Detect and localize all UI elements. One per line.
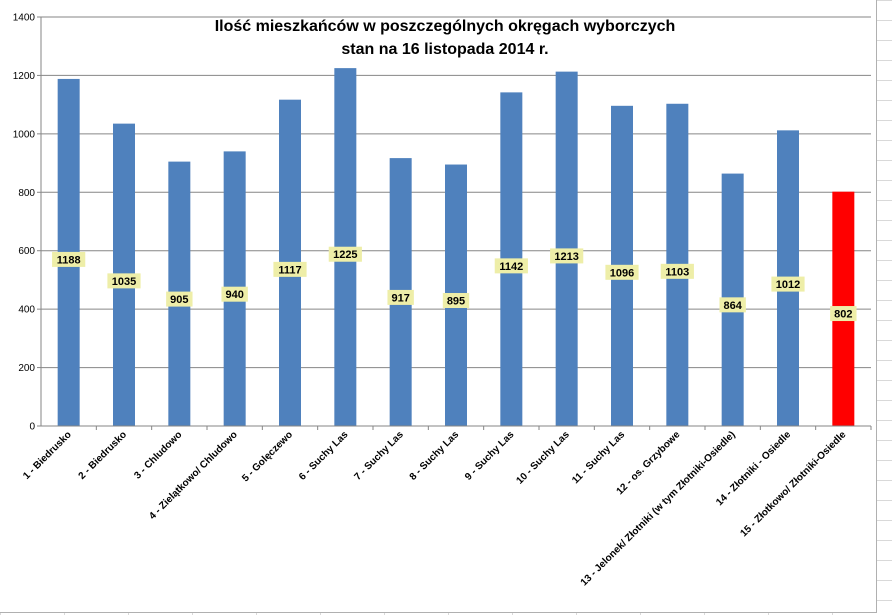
x-category-label: 9 - Suchy Las [463, 429, 517, 483]
data-label: 1188 [57, 254, 81, 266]
data-label: 1117 [278, 264, 301, 276]
data-label: 1096 [610, 267, 634, 279]
x-category-label: 11 - Suchy Las [570, 429, 627, 486]
data-label: 905 [170, 294, 188, 306]
data-label-box [605, 264, 639, 280]
x-category-label: 10 - Suchy Las [514, 429, 572, 487]
data-label-box [494, 258, 528, 274]
bars [57, 68, 855, 427]
data-label-box [830, 306, 857, 322]
data-label: 940 [225, 289, 243, 301]
bar-chart: 0 200 400 600 800 1000 1200 1400 1 - Biedrusko 2 … [13, 13, 872, 588]
data-label-box [273, 261, 307, 277]
data-label: 802 [834, 309, 852, 321]
x-category-label: 6 - Suchy Las [297, 429, 351, 483]
x-category-label: 3 - Chludowo [132, 429, 184, 481]
data-label-box [52, 251, 86, 267]
y-tick-label: 1000 [13, 129, 36, 140]
y-tick-label: 800 [18, 188, 35, 199]
x-category-label: 4 - Zielątkowo/ Chludowo [147, 429, 240, 522]
data-label-box [107, 273, 141, 289]
x-category-label: 5 - Golęczewo [240, 429, 295, 484]
data-label-box [442, 292, 470, 308]
data-label-box [221, 286, 248, 302]
data-label-box [771, 276, 805, 292]
x-category-label: 2 - Biedrusko [77, 429, 130, 482]
y-tick-label: 400 [18, 305, 35, 316]
x-category-label: 8 - Suchy Las [408, 429, 462, 483]
x-category-label: 15 - Złotkowo/ Złotniki-Osiedle [739, 429, 849, 539]
chart-subtitle: stan na 16 listopada 2014 r. [341, 41, 548, 58]
data-label: 917 [391, 292, 409, 304]
data-label: 1012 [776, 279, 800, 291]
y-tick-label: 0 [29, 422, 35, 433]
x-category-label: 1 - Biedrusko [21, 429, 74, 482]
data-label: 1103 [665, 266, 689, 278]
chart-title: Ilość mieszkańców w poszczególnych okręg… [215, 18, 676, 35]
data-label-box [328, 246, 362, 262]
y-tick-label: 1200 [13, 71, 36, 82]
data-label-box [387, 289, 414, 305]
data-label: 1035 [112, 276, 136, 288]
y-tick-label: 200 [18, 363, 35, 374]
data-label: 1142 [499, 261, 523, 273]
data-label-box [660, 263, 694, 279]
y-tick-label: 600 [18, 246, 35, 257]
data-label: 895 [447, 295, 465, 307]
data-label-box [719, 297, 746, 313]
data-label-box [166, 291, 193, 307]
data-label-box [550, 248, 584, 264]
x-category-label: 7 - Suchy Las [352, 429, 406, 483]
data-labels: 1188 1035 905 940 1117 1225 917 895 1142 1213 1096… [52, 246, 857, 322]
data-label: 1213 [554, 251, 578, 263]
data-label: 864 [723, 300, 742, 312]
data-label: 1225 [333, 249, 357, 261]
y-tick-label: 1400 [13, 13, 36, 24]
chart-area[interactable]: 0 200 400 600 800 1000 1200 1400 1 - Biedrusko 2 … [0, 0, 877, 613]
